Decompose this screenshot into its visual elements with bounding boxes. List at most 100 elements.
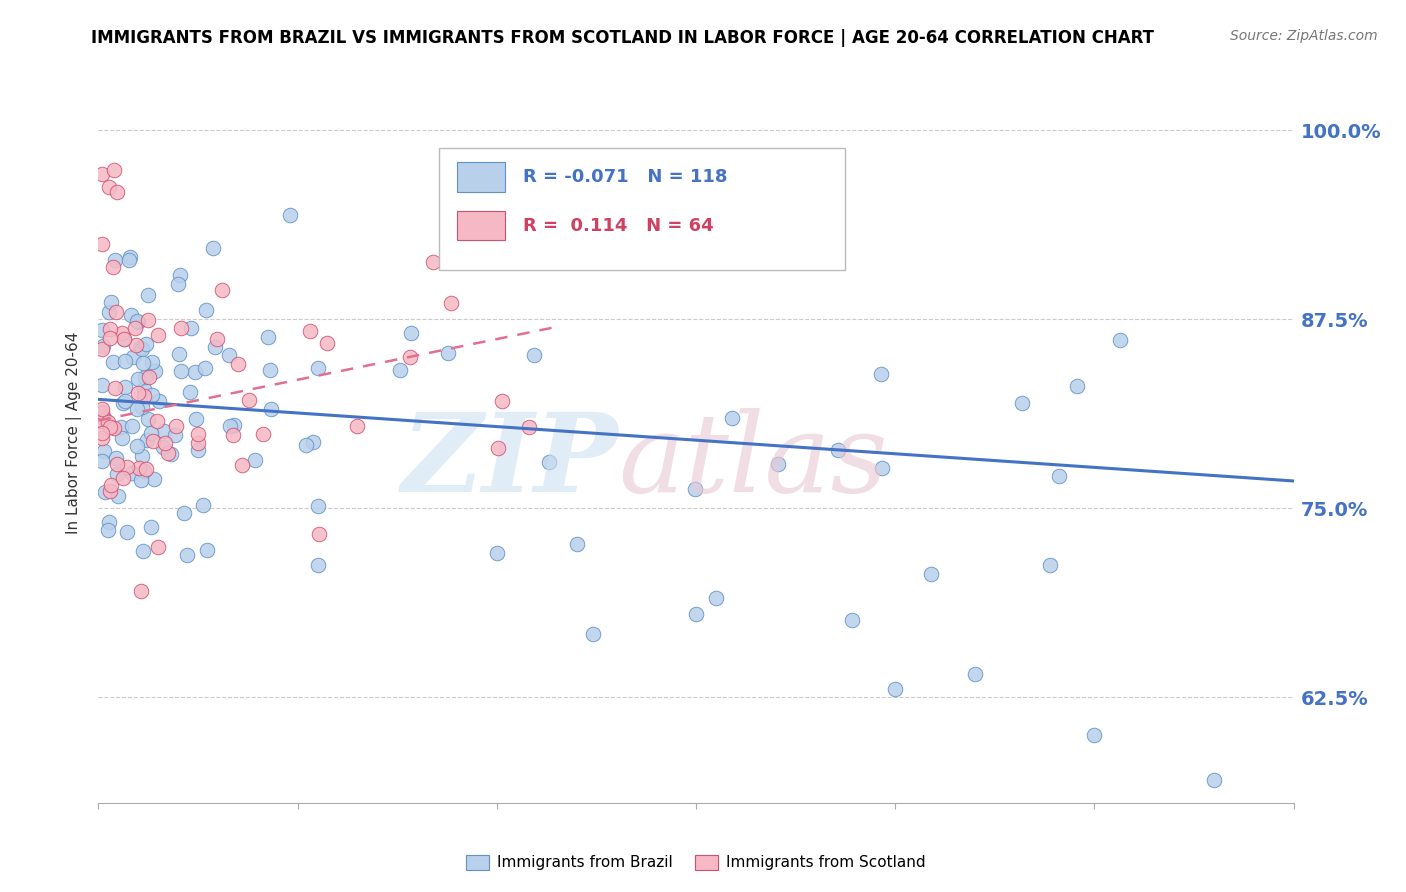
Point bbox=[187, 436, 209, 450]
Point bbox=[111, 470, 134, 484]
Point bbox=[93, 444, 115, 458]
Point bbox=[145, 364, 167, 378]
Point bbox=[127, 386, 149, 401]
Point bbox=[259, 363, 281, 377]
Text: IMMIGRANTS FROM BRAZIL VS IMMIGRANTS FROM SCOTLAND IN LABOR FORCE | AGE 20-64 CO: IMMIGRANTS FROM BRAZIL VS IMMIGRANTS FRO… bbox=[91, 29, 1154, 46]
Point bbox=[204, 340, 226, 354]
Point bbox=[870, 368, 893, 382]
Point bbox=[685, 607, 707, 621]
Point bbox=[121, 350, 143, 364]
Point bbox=[148, 393, 170, 408]
Point bbox=[138, 369, 160, 384]
Point bbox=[280, 208, 302, 222]
Point bbox=[98, 420, 121, 434]
Point bbox=[1047, 469, 1070, 483]
Point bbox=[721, 411, 744, 425]
Point bbox=[98, 331, 121, 345]
Point bbox=[93, 411, 115, 425]
Point bbox=[132, 544, 155, 558]
Point bbox=[187, 426, 209, 441]
Point bbox=[219, 418, 242, 433]
Point bbox=[153, 435, 176, 450]
Point bbox=[1011, 396, 1033, 410]
Point bbox=[205, 332, 228, 346]
Point bbox=[91, 237, 114, 252]
Point bbox=[101, 260, 124, 274]
Point bbox=[110, 431, 132, 445]
Point bbox=[98, 483, 121, 498]
Point bbox=[468, 219, 491, 234]
Point bbox=[307, 360, 329, 375]
Point bbox=[128, 461, 150, 475]
Point bbox=[114, 394, 136, 409]
Point bbox=[91, 339, 114, 353]
Point bbox=[104, 380, 127, 394]
Point bbox=[884, 682, 907, 697]
Point bbox=[176, 548, 198, 562]
Point bbox=[870, 461, 893, 475]
FancyBboxPatch shape bbox=[439, 147, 845, 269]
Point bbox=[194, 361, 217, 376]
Point bbox=[129, 583, 152, 598]
Point bbox=[125, 401, 148, 416]
Point bbox=[226, 357, 249, 371]
Point bbox=[920, 567, 942, 582]
Point bbox=[114, 332, 136, 346]
Point bbox=[766, 457, 789, 471]
Point bbox=[195, 302, 218, 317]
Point bbox=[388, 363, 411, 377]
Point bbox=[91, 431, 114, 445]
Point bbox=[107, 457, 129, 471]
Point bbox=[129, 473, 152, 487]
Point bbox=[100, 295, 122, 310]
Point bbox=[141, 355, 163, 369]
Point bbox=[1066, 379, 1088, 393]
Point bbox=[222, 428, 245, 442]
Point bbox=[131, 343, 153, 357]
Point bbox=[517, 420, 540, 434]
Point bbox=[131, 400, 153, 414]
Point bbox=[146, 541, 169, 555]
Point bbox=[107, 489, 129, 503]
Point bbox=[218, 348, 240, 362]
Point bbox=[243, 453, 266, 467]
Y-axis label: In Labor Force | Age 20-64: In Labor Force | Age 20-64 bbox=[66, 332, 83, 533]
Point bbox=[91, 323, 114, 337]
Point bbox=[141, 520, 163, 534]
Point bbox=[346, 419, 368, 434]
Point bbox=[307, 558, 329, 572]
Point bbox=[115, 524, 138, 539]
Point bbox=[135, 462, 157, 476]
Point bbox=[128, 341, 150, 355]
Point bbox=[114, 380, 136, 394]
Point bbox=[127, 315, 149, 329]
Point bbox=[527, 223, 550, 237]
Point bbox=[141, 425, 163, 440]
Point bbox=[704, 591, 727, 605]
Point bbox=[135, 337, 157, 351]
Point bbox=[91, 405, 114, 419]
Point bbox=[91, 167, 114, 181]
Point bbox=[422, 254, 444, 268]
Point bbox=[841, 613, 863, 627]
Point bbox=[1109, 334, 1132, 348]
Point bbox=[307, 499, 329, 513]
Point bbox=[1039, 558, 1062, 572]
Point bbox=[94, 485, 117, 500]
Point bbox=[100, 478, 122, 492]
Point bbox=[135, 434, 157, 448]
Point bbox=[231, 458, 253, 473]
Point bbox=[120, 308, 142, 322]
Point bbox=[105, 305, 128, 319]
Point bbox=[440, 296, 463, 310]
Point bbox=[142, 434, 165, 449]
Point bbox=[683, 482, 706, 496]
Point bbox=[110, 420, 132, 434]
Point bbox=[91, 425, 114, 440]
Point bbox=[97, 523, 120, 537]
Point bbox=[98, 322, 121, 336]
Text: ZIP: ZIP bbox=[402, 409, 619, 516]
Point bbox=[486, 441, 509, 455]
Point bbox=[222, 418, 245, 433]
Point bbox=[179, 384, 201, 399]
